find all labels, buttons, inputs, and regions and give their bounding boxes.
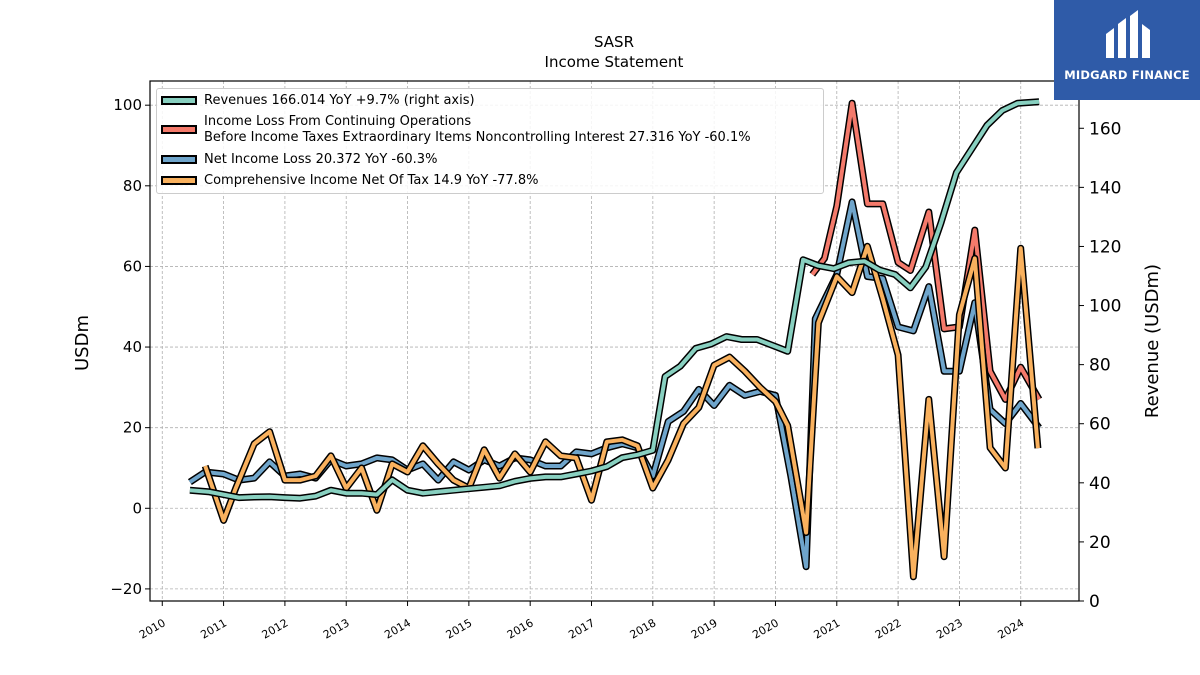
y2-tick-label: 100	[1089, 297, 1121, 317]
y-axis-label: USDm	[72, 315, 93, 371]
x-tick-label: 2020	[750, 616, 781, 641]
x-tick-label: 2021	[812, 616, 843, 641]
chart-title: SASR	[594, 33, 634, 51]
legend-swatch-net-income	[161, 155, 197, 164]
legend-label-revenues: Revenues 166.014 YoY +9.7% (right axis)	[204, 93, 475, 108]
series-line-3	[203, 244, 1040, 579]
legend-swatch-income-loss	[161, 125, 197, 134]
x-tick-label: 2019	[689, 616, 720, 641]
series-line-1	[810, 101, 1041, 402]
y2-tick-label: 0	[1089, 592, 1100, 612]
x-tick-label: 2012	[260, 616, 291, 641]
chart-subtitle: Income Statement	[545, 53, 684, 71]
brand-logo: MIDGARD FINANCE	[1054, 0, 1200, 100]
brand-mark-icon	[1106, 10, 1150, 58]
y2-tick-label: 60	[1089, 415, 1111, 435]
legend-label-comprehensive-income: Comprehensive Income Net Of Tax 14.9 YoY…	[204, 173, 539, 188]
series-line-0	[189, 99, 1040, 501]
x-tick-label: 2022	[873, 616, 904, 641]
y-tick-label: 80	[123, 177, 142, 195]
x-tick-label: 2015	[444, 616, 475, 641]
y-tick-label: 40	[123, 338, 142, 356]
y2-tick-label: 140	[1089, 178, 1121, 198]
y2-tick-label: 40	[1089, 474, 1111, 494]
x-tick-label: 2013	[321, 616, 352, 641]
y-tick-label: 100	[113, 96, 142, 114]
y-tick-label: 20	[123, 419, 142, 437]
series-outline-3	[201, 242, 1042, 581]
series-layer	[187, 98, 1043, 581]
x-tick-label: 2024	[995, 616, 1026, 641]
plot-frame	[149, 80, 1080, 602]
x-tick-label: 2016	[505, 616, 536, 641]
legend-label-income-loss-line1: Income Loss From Continuing Operations	[204, 114, 472, 129]
x-tick-label: 2014	[382, 616, 413, 641]
y2-tick-label: 80	[1089, 356, 1111, 376]
legend-label-income-loss-line2: Before Income Taxes Extraordinary Items …	[204, 130, 751, 145]
y2-tick-label: 160	[1089, 119, 1121, 139]
y-tick-label: 60	[123, 257, 142, 275]
y-tick-label: 0	[132, 499, 142, 517]
legend: Revenues 166.014 YoY +9.7% (right axis) …	[156, 88, 824, 194]
legend-swatch-revenues	[161, 96, 197, 105]
y-tick-label: −20	[110, 580, 142, 598]
y2-tick-label: 120	[1089, 237, 1121, 257]
x-tick-label: 2023	[934, 616, 965, 641]
y2-tick-label: 20	[1089, 533, 1111, 553]
legend-label-net-income: Net Income Loss 20.372 YoY -60.3%	[204, 152, 438, 167]
legend-swatch-comprehensive-income	[161, 176, 197, 185]
x-tick-label: 2010	[137, 616, 168, 641]
x-tick-label: 2011	[198, 616, 229, 641]
y2-axis-label: Revenue (USDm)	[1142, 264, 1163, 418]
x-tick-label: 2017	[566, 616, 597, 641]
brand-name: MIDGARD FINANCE	[1064, 68, 1190, 82]
x-tick-label: 2018	[628, 616, 659, 641]
